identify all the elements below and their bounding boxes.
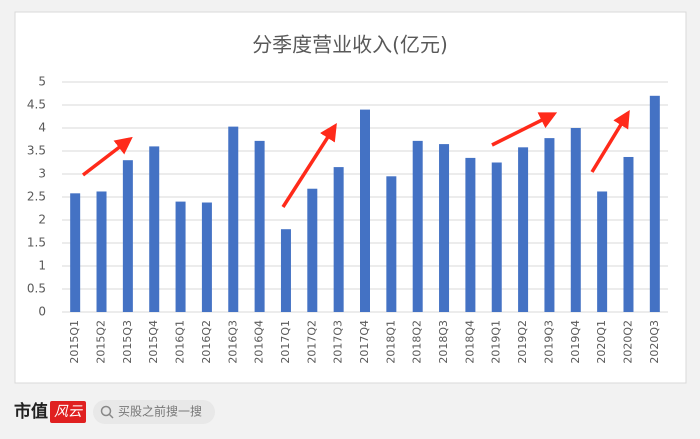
y-tick-label: 0.5	[27, 282, 46, 296]
arrow	[81, 136, 133, 177]
arrow	[281, 123, 337, 208]
y-tick-label: 3	[38, 167, 46, 181]
y-tick-label: 0	[38, 305, 46, 319]
bar	[518, 147, 529, 312]
search-placeholder: 买股之前搜一搜	[118, 404, 202, 419]
x-tick-label: 2018Q2	[411, 320, 424, 364]
bar	[228, 126, 239, 313]
bar	[597, 191, 608, 312]
bar	[307, 188, 318, 312]
y-tick-label: 5	[38, 75, 46, 89]
x-tick-label: 2020Q1	[595, 320, 608, 364]
x-tick-label: 2019Q1	[490, 320, 503, 364]
x-tick-label: 2016Q4	[253, 320, 266, 364]
bar	[412, 140, 423, 312]
x-tick-label: 2018Q1	[384, 320, 397, 364]
bar	[254, 140, 265, 312]
annotation-arrows	[81, 110, 630, 208]
x-tick-label: 2015Q3	[121, 320, 134, 364]
bar	[386, 176, 397, 312]
x-tick-label: 2019Q4	[569, 320, 582, 364]
chart-title: 分季度营业收入(亿元)	[252, 33, 448, 57]
bar	[122, 160, 133, 312]
y-tick-label: 4	[38, 121, 46, 135]
x-tick-label: 2018Q3	[437, 320, 450, 364]
arrow	[491, 112, 558, 147]
x-tick-label: 2016Q1	[174, 320, 187, 364]
bar	[439, 144, 450, 312]
bar	[491, 162, 502, 312]
bar	[360, 109, 370, 312]
x-tick-label: 2015Q2	[95, 320, 108, 364]
bar	[149, 146, 160, 312]
plot-area: 0 0.5 1 1.5 2 2.5 3 3.5 4 4.5 5 2015Q1 2015Q2 2015Q3 2…	[27, 75, 668, 364]
y-tick-label: 2	[38, 213, 46, 227]
bar	[96, 191, 107, 312]
brand: 市值	[14, 401, 48, 422]
bar	[465, 157, 476, 312]
x-tick-label: 2018Q4	[463, 320, 476, 364]
x-tick-label: 2017Q2	[305, 320, 318, 364]
x-tick-label: 2017Q4	[358, 320, 371, 364]
y-tick-label: 4.5	[27, 98, 46, 112]
arrow	[590, 110, 630, 173]
x-tick-label: 2020Q2	[621, 320, 634, 364]
bar	[623, 156, 634, 312]
bar	[544, 138, 555, 312]
bar	[649, 95, 660, 312]
brand-badge	[50, 401, 86, 423]
y-tick-label: 1.5	[27, 236, 46, 250]
x-tick-label: 2019Q2	[516, 320, 529, 364]
y-tick-label: 2.5	[27, 190, 46, 204]
x-tick-label: 2016Q2	[200, 320, 213, 364]
x-tick-label: 2017Q3	[332, 320, 345, 364]
x-tick-label: 2015Q1	[68, 320, 81, 364]
bar	[175, 201, 186, 312]
brand-accent: 风云	[54, 404, 83, 420]
x-tick-label: 2020Q3	[648, 320, 661, 364]
y-tick-label: 3.5	[27, 144, 46, 158]
x-tick-label: 2019Q3	[542, 320, 555, 364]
search-box[interactable]	[93, 400, 215, 424]
bar	[333, 167, 344, 312]
y-tick-label: 1	[38, 259, 46, 273]
x-tick-label: 2017Q1	[279, 320, 292, 364]
bar	[570, 128, 581, 312]
bar	[280, 229, 291, 312]
search-icon-handle	[108, 413, 114, 419]
x-tick-label: 2016Q3	[226, 320, 239, 364]
bar	[201, 202, 212, 312]
search-icon	[100, 405, 112, 417]
bar	[70, 193, 81, 312]
x-tick-label: 2015Q4	[147, 320, 160, 364]
